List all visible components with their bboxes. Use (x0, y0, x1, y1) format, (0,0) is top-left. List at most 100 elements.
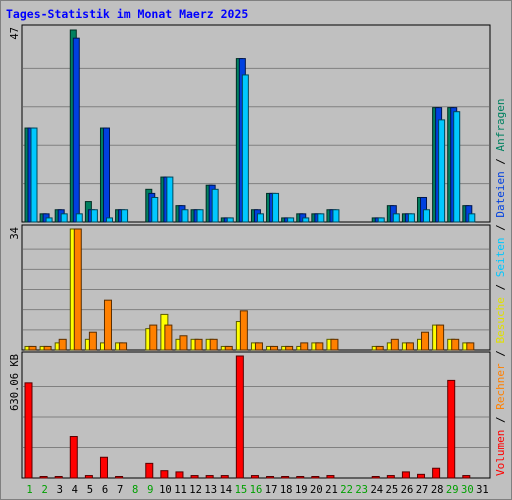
panel-visits: 34 (9, 224, 491, 351)
bar-seiten-day-6 (105, 217, 113, 223)
bar-volumen-day-28 (432, 467, 441, 479)
bar-volumen-day-7 (115, 476, 124, 479)
bar-rechner-day-18 (285, 345, 294, 351)
bar-volumen-day-16 (250, 475, 259, 479)
bar-rechner-day-5 (88, 331, 97, 351)
bar-volumen-day-17 (266, 476, 275, 479)
bar-seiten-day-29 (453, 111, 461, 223)
bar-rechner-day-3 (58, 338, 67, 351)
x-tick-label-day-21: 21 (325, 484, 338, 496)
legend-separator: / (494, 277, 507, 297)
bar-rechner-day-13 (209, 338, 218, 351)
x-tick-label-day-12: 12 (189, 484, 202, 496)
bar-seiten-day-26 (407, 213, 415, 223)
bar-rechner-day-28 (436, 324, 445, 351)
panel-volume: 630.06 KB (9, 351, 491, 479)
legend: Volumen / Rechner / Besuche / Seiten / D… (494, 98, 507, 476)
x-tick-label-day-30: 30 (461, 484, 474, 496)
panel-requests-frame (21, 24, 491, 223)
legend-text: Volumen / Rechner / Besuche / Seiten / D… (494, 98, 507, 476)
panel-visits-ymax-label: 34 (9, 227, 21, 240)
bar-volumen-day-6 (99, 456, 108, 479)
bar-seiten-day-25 (392, 213, 400, 223)
bar-rechner-day-12 (194, 338, 203, 351)
legend-entry-volumen: Volumen (494, 430, 507, 476)
bar-rechner-day-25 (390, 338, 399, 351)
bar-volumen-day-29 (447, 379, 456, 479)
x-tick-label-day-5: 5 (87, 484, 93, 496)
bar-seiten-day-3 (60, 213, 68, 223)
bar-seiten-day-2 (45, 217, 53, 223)
x-tick-label-day-28: 28 (431, 484, 444, 496)
x-tick-label-day-23: 23 (355, 484, 368, 496)
bar-rechner-day-24 (375, 345, 384, 351)
bar-rechner-day-26 (405, 342, 414, 351)
bar-volumen-day-1 (24, 382, 33, 479)
bar-rechner-day-10 (164, 324, 173, 351)
x-tick-label-day-24: 24 (370, 484, 383, 496)
x-tick-label-day-6: 6 (102, 484, 108, 496)
x-tick-label-day-18: 18 (280, 484, 293, 496)
bar-dateien-day-6 (102, 127, 110, 223)
x-tick-label-day-2: 2 (41, 484, 47, 496)
bar-rechner-day-27 (421, 331, 430, 351)
bar-seiten-day-10 (166, 176, 174, 223)
bar-seiten-day-30 (468, 213, 476, 223)
bar-seiten-day-20 (317, 213, 325, 223)
bar-dateien-day-4 (72, 37, 80, 223)
bar-seiten-day-15 (241, 74, 249, 223)
bar-seiten-day-4 (75, 213, 83, 223)
legend-entry-besuche: Besuche (494, 297, 507, 343)
x-tick-label-day-14: 14 (219, 484, 232, 496)
x-tick-label-day-26: 26 (401, 484, 414, 496)
bar-rechner-day-16 (254, 342, 263, 351)
legend-separator: / (494, 410, 507, 430)
bar-seiten-day-17 (272, 192, 280, 223)
x-tick-label-day-3: 3 (57, 484, 63, 496)
bar-seiten-day-1 (30, 127, 38, 223)
bar-seiten-day-7 (121, 209, 129, 223)
bar-seiten-day-28 (438, 119, 446, 223)
x-tick-label-day-8: 8 (132, 484, 138, 496)
bar-seiten-day-5 (90, 209, 98, 223)
bar-rechner-day-4 (73, 228, 82, 351)
x-tick-label-day-29: 29 (446, 484, 459, 496)
panel-requests-ymax-label: 47 (9, 27, 21, 40)
x-tick-label-day-17: 17 (265, 484, 278, 496)
bar-seiten-day-27 (423, 209, 431, 223)
bar-volumen-day-26 (401, 471, 410, 479)
x-tick-label-day-9: 9 (147, 484, 153, 496)
bar-rechner-day-2 (43, 345, 52, 351)
bar-seiten-day-24 (377, 217, 385, 223)
bar-volumen-day-24 (371, 476, 380, 479)
bar-rechner-day-19 (300, 342, 309, 351)
bar-volumen-day-13 (205, 475, 214, 479)
x-tick-label-day-19: 19 (295, 484, 308, 496)
bar-volumen-day-30 (462, 475, 471, 479)
x-tick-label-day-7: 7 (117, 484, 123, 496)
bar-volumen-day-5 (84, 475, 93, 479)
bar-rechner-day-11 (179, 335, 188, 351)
bar-volumen-day-27 (417, 473, 426, 479)
x-tick-label-day-22: 22 (340, 484, 353, 496)
panel-requests: 47 (9, 24, 491, 223)
x-tick-label-day-25: 25 (386, 484, 399, 496)
bar-volumen-day-19 (296, 476, 305, 479)
legend-entry-dateien: Dateien (494, 171, 507, 217)
panel-volume-ymax-label: 630.06 KB (9, 354, 21, 411)
bar-volumen-day-25 (386, 475, 395, 479)
bar-volumen-day-18 (281, 476, 290, 479)
bar-rechner-day-29 (451, 338, 460, 351)
bar-rechner-day-30 (466, 342, 475, 351)
x-tick-label-day-20: 20 (310, 484, 323, 496)
legend-separator: / (494, 151, 507, 171)
bar-volumen-day-15 (235, 355, 244, 479)
x-tick-label-day-16: 16 (250, 484, 263, 496)
legend-separator: / (494, 218, 507, 238)
bar-seiten-day-9 (151, 196, 159, 223)
chart-title: Tages-Statistik im Monat Maerz 2025 (6, 7, 248, 21)
x-tick-label-day-31: 31 (476, 484, 489, 496)
bar-volumen-day-11 (175, 471, 184, 479)
bar-rechner-day-15 (239, 310, 248, 351)
